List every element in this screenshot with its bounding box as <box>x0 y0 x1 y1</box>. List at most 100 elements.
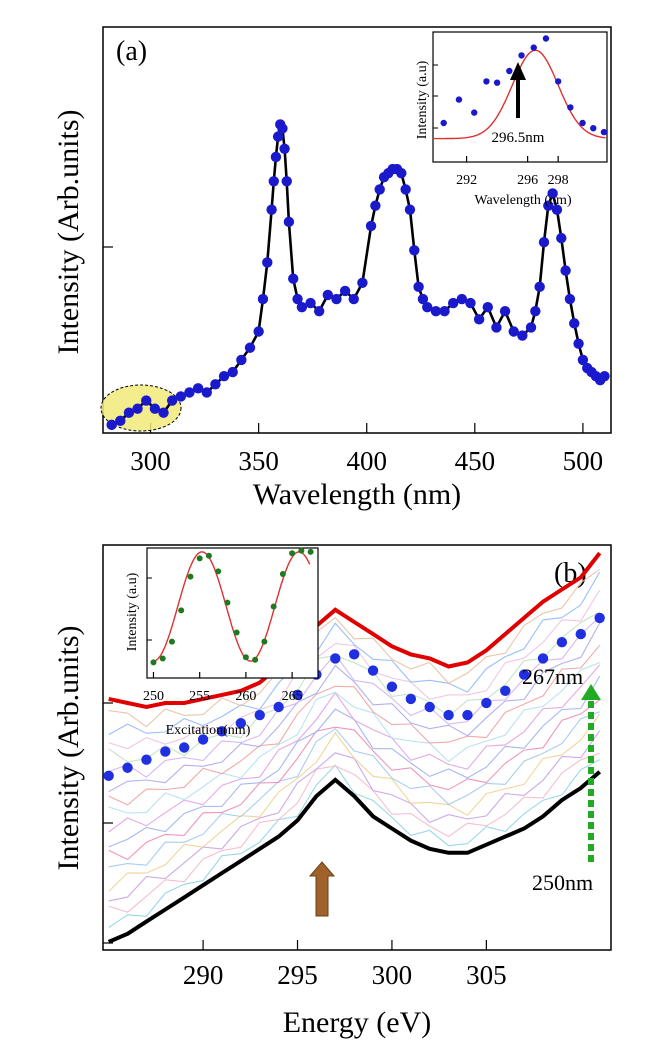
intermediate-spectrum <box>108 664 601 833</box>
panel-b-plot <box>103 551 605 944</box>
series-a-point <box>288 273 299 284</box>
intermediate-spectrum <box>108 699 601 861</box>
inset-b-point <box>187 573 194 580</box>
series-dotted-point <box>367 665 379 676</box>
series-a-point <box>599 370 610 382</box>
series-dotted-point <box>443 709 454 721</box>
inset-b-point <box>205 552 212 559</box>
b-x-tick-label-290: 290 <box>183 960 224 990</box>
panel-b-ylabel: Intensity (Arb.units) <box>52 626 85 871</box>
series-dotted-point <box>556 637 568 648</box>
series-a-point <box>560 265 571 276</box>
series-a-point <box>482 301 493 313</box>
inset-a-point <box>542 35 550 42</box>
series-a-point <box>158 407 169 418</box>
series-dotted-point <box>122 762 133 773</box>
intermediate-spectrum <box>108 571 601 736</box>
inset-b-point <box>252 656 259 663</box>
series-a-point <box>244 342 256 353</box>
label-267nm: 267nm <box>522 664 583 689</box>
inset-b-point <box>150 659 157 666</box>
series-a-point <box>262 257 273 268</box>
series-a-point <box>192 383 204 394</box>
series-dotted-point <box>235 718 247 729</box>
series-a-point <box>305 297 316 309</box>
series-a-point <box>473 314 485 325</box>
panel-a-ylabel: Intensity (Arb.units) <box>52 110 85 355</box>
intermediate-spectrum <box>108 662 600 814</box>
panel-a-xticks: 300 350 400 450 500 <box>130 423 603 476</box>
series-a-point <box>218 370 230 382</box>
series-dotted-point <box>141 754 152 765</box>
inset-a-point <box>567 104 574 111</box>
series-a-point <box>409 245 420 256</box>
ib-x-tick-label-250: 250 <box>143 689 164 704</box>
series-a-point <box>447 297 459 309</box>
series-a-point <box>370 200 381 211</box>
series-a-point <box>577 354 589 366</box>
series-a-point <box>184 387 195 398</box>
series-a-point <box>322 289 334 301</box>
series-a-point <box>296 301 308 313</box>
a-x-tick-label-350: 350 <box>238 446 279 476</box>
inset-b-ylabel: Intensity (a.u) <box>125 572 140 651</box>
series-a-point <box>543 200 554 211</box>
series-a-point <box>508 326 519 337</box>
series-a-point <box>141 395 152 406</box>
inset-b-point <box>215 568 222 575</box>
series-a-point <box>268 176 279 187</box>
inset-b-plot <box>147 547 314 666</box>
series-a-point <box>106 419 117 431</box>
intermediate-spectrum <box>108 644 601 806</box>
intermediate-spectrum <box>108 568 601 728</box>
intermediate-spectrum <box>108 611 600 763</box>
series-a-point <box>339 285 351 297</box>
b-x-tick-label-295: 295 <box>277 960 318 990</box>
series-a-point <box>348 293 359 305</box>
series-a-point <box>292 293 303 305</box>
inset-a-xlabel: Wavelength (nm) <box>474 193 572 208</box>
series-a-point <box>538 236 550 248</box>
panel-b-frame <box>102 544 612 951</box>
series-dotted-point <box>537 653 549 664</box>
series-a-point <box>422 301 433 313</box>
inset-a-point <box>518 52 525 59</box>
inset-a-point <box>483 78 490 85</box>
series-a-point <box>257 293 269 305</box>
ia-x-tick-label-292: 292 <box>456 173 477 188</box>
inset-b-point <box>196 555 203 562</box>
series-dotted-point <box>330 653 341 664</box>
inset-a-ylabel: Intensity (a.u) <box>415 60 430 139</box>
series-dotted-point <box>405 693 417 705</box>
panel-b-xticks: 290 295 300 305 <box>183 940 507 990</box>
series-a-point <box>456 293 468 305</box>
inset-b-point <box>279 571 286 577</box>
series-a-point <box>277 123 288 134</box>
intermediate-spectrum <box>108 622 601 793</box>
series-dotted-point <box>273 701 284 713</box>
panel-a-xlabel: Wavelength (nm) <box>253 478 461 511</box>
inset-a-point <box>440 119 447 127</box>
series-a-point <box>525 322 537 333</box>
inset-a-point <box>530 44 537 51</box>
inset-b-xticks: 250 255 260 265 <box>143 672 303 704</box>
inset-b-point <box>270 603 277 610</box>
series-a-point <box>357 277 368 288</box>
panel-a-frame <box>102 26 612 434</box>
series-a-point <box>132 403 143 414</box>
series-dotted-point <box>518 669 530 680</box>
series-a-point <box>279 143 290 154</box>
series-dotted-point <box>179 742 190 753</box>
series-a-point <box>400 184 411 195</box>
series-a-point <box>404 204 416 215</box>
inset-b-point <box>159 655 166 662</box>
a-x-tick-label-500: 500 <box>563 446 604 476</box>
brown-arrow <box>308 861 336 917</box>
inset-a-point <box>506 67 513 75</box>
a-x-tick-label-300: 300 <box>130 446 171 476</box>
ia-x-tick-label-296: 296 <box>517 173 538 188</box>
intermediate-spectrum <box>108 589 601 750</box>
a-x-tick-label-450: 450 <box>455 446 496 476</box>
series-dotted-point <box>500 685 511 696</box>
